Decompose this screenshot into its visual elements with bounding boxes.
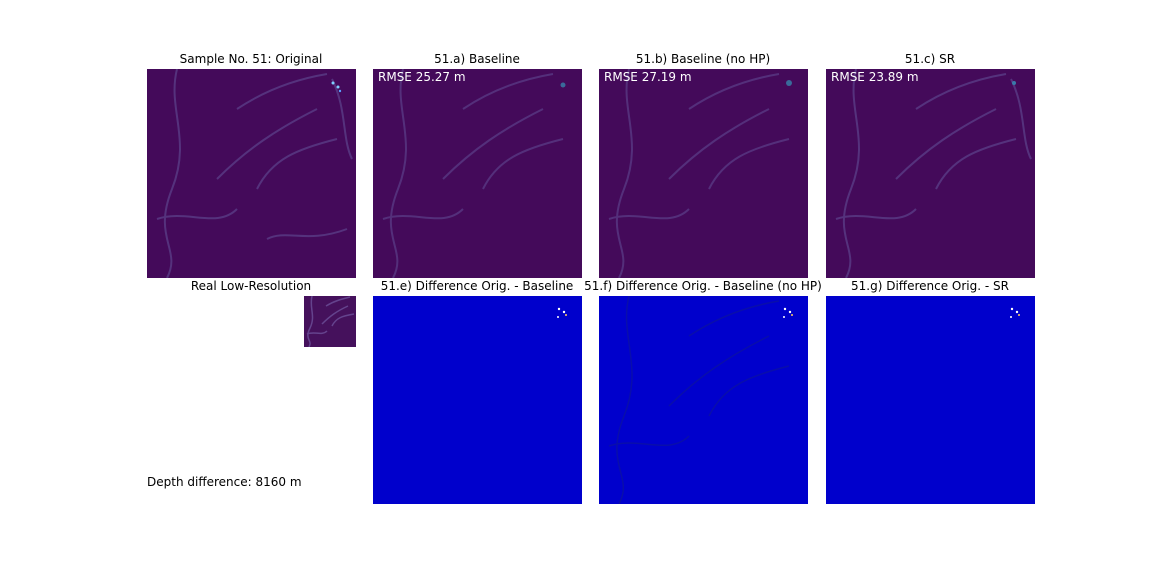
seafloor-texture	[147, 69, 356, 278]
peak-marker	[783, 316, 785, 318]
depth-difference-label: Depth difference: 8160 m	[147, 475, 302, 489]
rmse-label: RMSE 23.89 m	[831, 70, 919, 84]
rmse-label: RMSE 27.19 m	[604, 70, 692, 84]
heatmap-diff-baseline-no-hp	[599, 296, 808, 504]
peak-marker	[339, 90, 341, 92]
peak-marker	[1012, 81, 1016, 85]
peak-marker	[1011, 308, 1013, 310]
peak-marker	[557, 316, 559, 318]
heatmap-baseline-no-hp: RMSE 27.19 m	[599, 69, 808, 278]
peak-marker	[789, 311, 791, 313]
title-diff-baseline-no-hp: 51.f) Difference Orig. - Baseline (no HP…	[573, 279, 833, 293]
seafloor-texture	[826, 69, 1035, 278]
seafloor-texture	[304, 296, 356, 347]
heatmap-diff-baseline	[373, 296, 582, 504]
difference-texture	[599, 296, 808, 504]
rmse-label: RMSE 25.27 m	[378, 70, 466, 84]
seafloor-texture	[599, 69, 808, 278]
peak-marker	[1016, 311, 1018, 313]
title-baseline-no-hp: 51.b) Baseline (no HP)	[573, 52, 833, 66]
peak-marker	[786, 80, 792, 86]
title-sr: 51.c) SR	[800, 52, 1060, 66]
difference-texture	[826, 296, 1035, 504]
heatmap-original	[147, 69, 356, 278]
peak-marker	[558, 308, 560, 310]
peak-marker	[565, 314, 567, 316]
seafloor-texture	[373, 69, 582, 278]
title-baseline: 51.a) Baseline	[347, 52, 607, 66]
peak-marker	[791, 314, 793, 316]
title-diff-baseline: 51.e) Difference Orig. - Baseline	[347, 279, 607, 293]
heatmap-diff-sr	[826, 296, 1035, 504]
title-original: Sample No. 51: Original	[121, 52, 381, 66]
peak-marker	[1018, 314, 1020, 316]
peak-marker	[1010, 316, 1012, 318]
title-diff-sr: 51.g) Difference Orig. - SR	[800, 279, 1060, 293]
heatmap-baseline: RMSE 25.27 m	[373, 69, 582, 278]
title-low-res: Real Low-Resolution	[121, 279, 381, 293]
peak-marker	[563, 311, 565, 313]
peak-marker	[337, 86, 340, 89]
peak-marker	[332, 82, 335, 85]
peak-marker	[784, 308, 786, 310]
heatmap-sr: RMSE 23.89 m	[826, 69, 1035, 278]
difference-texture	[373, 296, 582, 504]
heatmap-low-res	[304, 296, 356, 347]
peak-marker	[561, 83, 566, 88]
